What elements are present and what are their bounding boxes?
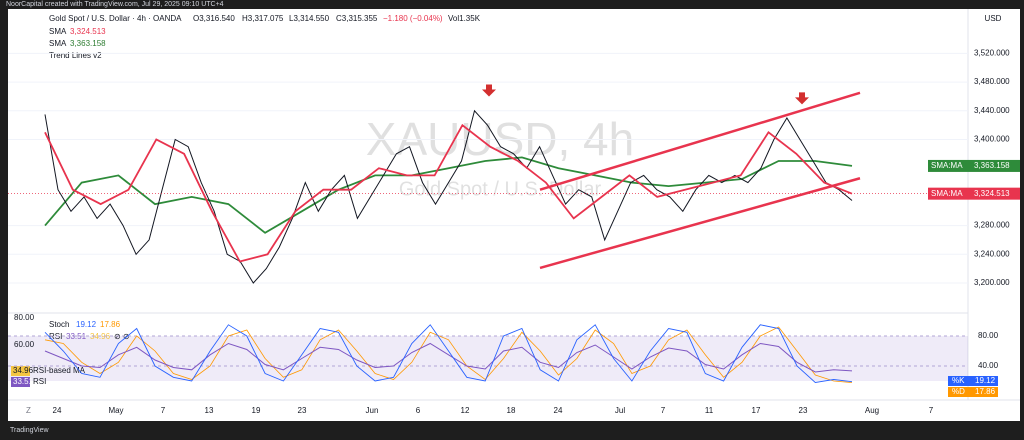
date-label: 23 [799, 406, 808, 415]
osc-tick-label: 80.00 [978, 331, 999, 340]
date-label: May [108, 406, 123, 415]
rsi-ma-value: 34.96 [13, 366, 34, 375]
date-label: 7 [661, 406, 666, 415]
arrow [795, 92, 809, 105]
change: −1.180 (−0.04%) [383, 14, 443, 23]
date-label: 7 [161, 406, 166, 415]
date-label: Jun [366, 406, 379, 415]
date-label: Aug [865, 406, 879, 415]
price-label-box [928, 159, 1020, 172]
date-label: 19 [252, 406, 261, 415]
arrow [482, 84, 496, 97]
d-value: 17.86 [975, 387, 996, 396]
indicator-name: SMA [49, 39, 67, 48]
d-name: %D [952, 387, 965, 396]
d-box [948, 387, 998, 397]
currency: USD [985, 14, 1002, 23]
close: C3,315.355 [336, 14, 378, 23]
bottom-bar: TradingView [10, 427, 49, 434]
chart-area [8, 9, 1020, 421]
stoch-name: Stoch [49, 320, 69, 329]
rsi-ma-box [11, 366, 30, 376]
price-line [44, 109, 853, 284]
volume: Vol1.35K [448, 14, 481, 23]
price-tick-label: 3,200.000 [974, 278, 1010, 287]
price-label-value: 3,363.158 [974, 161, 1010, 170]
price-label-value: 3,324.513 [974, 189, 1010, 198]
rsi-box [11, 377, 30, 387]
rsi-value: 33.51 [13, 377, 34, 386]
date-label: 18 [507, 406, 516, 415]
date-label: 24 [53, 406, 62, 415]
k-value: 19.12 [975, 376, 996, 385]
rsi-extra: ⊘ ⊘ [114, 332, 130, 341]
left-tick: 60.00 [14, 340, 35, 349]
rsi-ma-value: 34.96 [90, 332, 111, 341]
rsi-value: 33.51 [66, 332, 87, 341]
symbol: Gold Spot / U.S. Dollar · 4h · OANDA [49, 14, 182, 23]
date-label: 7 [929, 406, 934, 415]
rsi-name: RSI [49, 332, 62, 341]
rsi-line [44, 342, 853, 373]
date-label: Jul [615, 406, 625, 415]
price-tick-label: 3,240.000 [974, 249, 1010, 258]
stoch-d [44, 326, 853, 383]
price-tick-label: 3,400.000 [974, 135, 1010, 144]
price-tick-label: 3,480.000 [974, 77, 1010, 86]
date-label: 11 [705, 406, 714, 415]
date-label: 13 [205, 406, 214, 415]
osc-tick-label: 40.00 [978, 361, 999, 370]
price-label-name: SMA:MA [931, 161, 963, 170]
price-label-name: SMA:MA [931, 189, 963, 198]
watermark-subtitle: Gold Spot / U.S. Dollar [399, 178, 602, 200]
sma-fast [44, 123, 853, 263]
date-label: 24 [554, 406, 563, 415]
zoom-icon[interactable]: Z [26, 406, 31, 415]
trend-line [539, 91, 861, 191]
date-label: 6 [416, 406, 421, 415]
k-box [948, 376, 998, 386]
high: H3,317.075 [242, 14, 284, 23]
price-tick-label: 3,280.000 [974, 221, 1010, 230]
price-label-box [928, 187, 1020, 200]
date-label: 23 [298, 406, 307, 415]
date-label: 17 [752, 406, 761, 415]
price-tick-label: 3,520.000 [974, 49, 1010, 58]
low: L3,314.550 [289, 14, 330, 23]
date-label: 12 [461, 406, 470, 415]
trend-line [539, 177, 861, 270]
stoch-k: 19.12 [76, 320, 97, 329]
stoch-d: 17.86 [100, 320, 121, 329]
price-tick-label: 3,440.000 [974, 106, 1010, 115]
indicator-value: 3,363.158 [70, 39, 106, 48]
indicator-name: SMA [49, 27, 67, 36]
rsi-name: RSI [33, 377, 46, 386]
top-bar: NoorCapital created with TradingView.com… [6, 1, 224, 8]
stoch-k [44, 324, 853, 383]
open: O3,316.540 [193, 14, 235, 23]
rsi-ma-name: RSI-based MA [33, 366, 86, 375]
indicator-name: Trend Lines v2 [49, 51, 102, 60]
left-tick: 80.00 [14, 313, 35, 322]
k-name: %K [952, 376, 965, 385]
indicator-value: 3,324.513 [70, 27, 106, 36]
